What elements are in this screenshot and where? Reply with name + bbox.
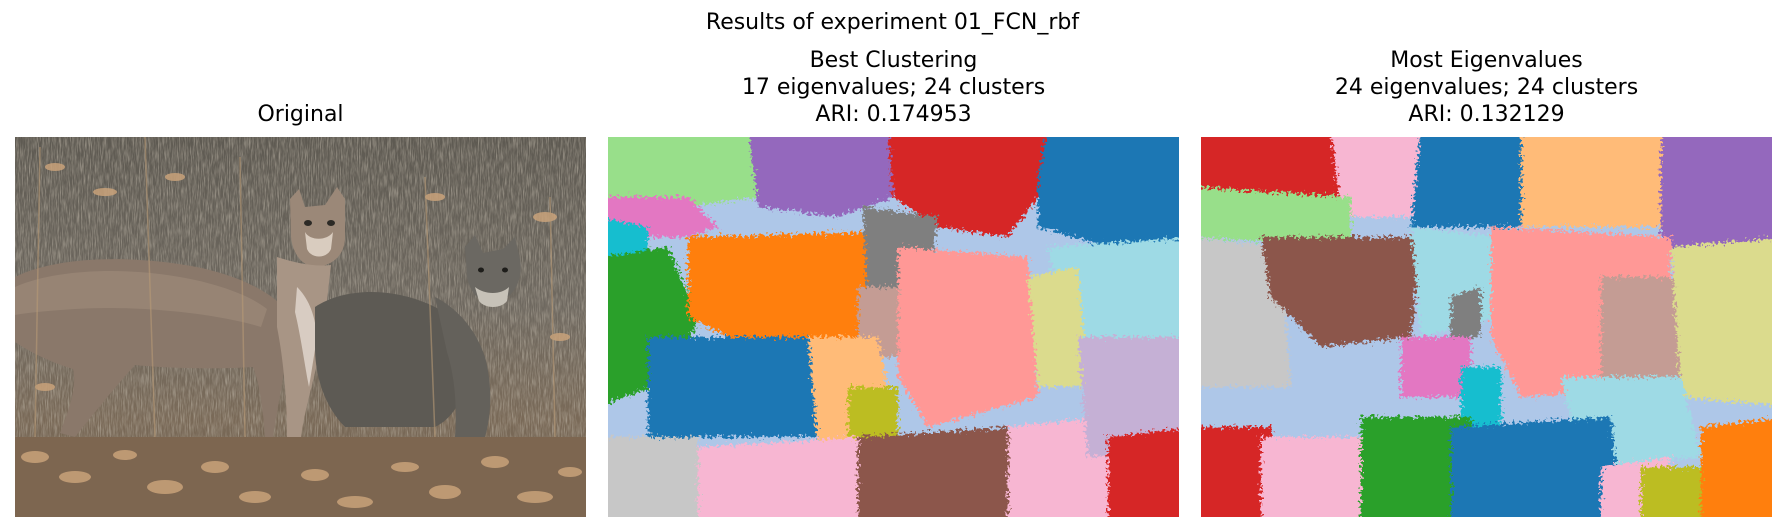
best-clustering-segmentation (608, 137, 1179, 517)
panel-title-line: ARI: 0.132129 (1408, 102, 1565, 127)
panel-title-line: ARI: 0.174953 (815, 102, 972, 127)
panel-title-original: Original (15, 101, 586, 128)
panel-title-line: 17 eigenvalues; 24 clusters (741, 75, 1046, 100)
original-image (15, 137, 586, 517)
panel-title-best-clustering: Best Clustering 17 eigenvalues; 24 clust… (608, 47, 1179, 128)
panel-title-line: Most Eigenvalues (1390, 48, 1583, 73)
panel-title-most-eigenvalues: Most Eigenvalues 24 eigenvalues; 24 clus… (1201, 47, 1772, 128)
figure-suptitle: Results of experiment 01_FCN_rbf (705, 10, 1080, 35)
panel-title-line: 24 eigenvalues; 24 clusters (1334, 75, 1639, 100)
panel-title-line: Best Clustering (809, 48, 978, 73)
panel-title-line: Original (257, 102, 344, 127)
most-eigenvalues-segmentation (1201, 137, 1772, 517)
